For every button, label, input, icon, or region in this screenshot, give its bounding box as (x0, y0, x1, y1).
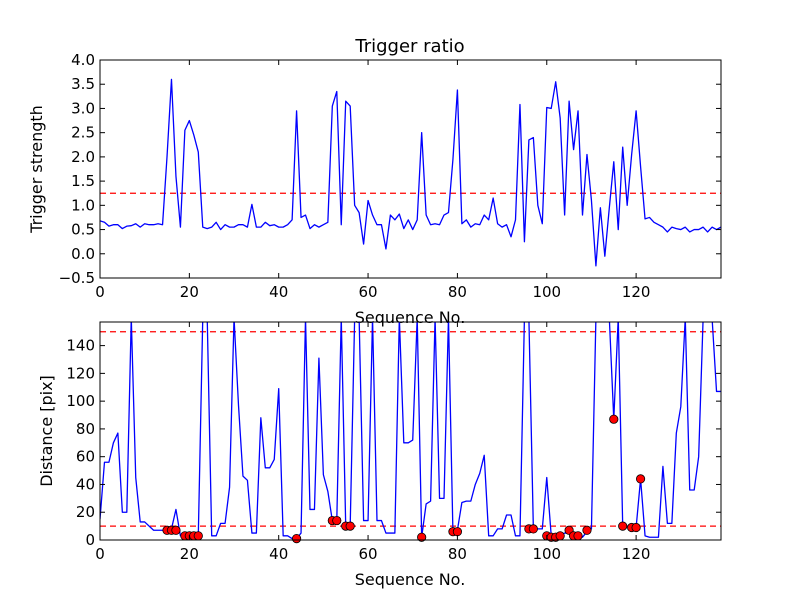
trigger-x-tick-label: 120 (622, 283, 651, 301)
distance-marker-point (417, 532, 427, 542)
distance-marker-point (631, 522, 641, 533)
trigger-x-tick-label: 60 (359, 283, 378, 301)
distance-marker-point (291, 534, 302, 544)
trigger-ratio-panel: Trigger ratio 0 20 40 60 80 100 120 −0.5 0.0 0.5 1… (27, 36, 722, 327)
distance-y-tick-label: 140 (66, 337, 95, 355)
distance-marker-point (582, 525, 592, 535)
trigger-plot-frame (99, 59, 722, 279)
trigger-y-tick-label: 1.5 (71, 172, 95, 190)
distance-marker-point (452, 527, 463, 537)
distance-series-line-0 (100, 322, 721, 540)
trigger-y-tick-label: 4.0 (71, 51, 95, 69)
distance-x-tick-label: 100 (532, 545, 561, 563)
distance-axis-ticks: 0 20 40 60 80 100 120 0 20 40 60 80 100 120 140 (66, 322, 721, 563)
trigger-x-tick-label: 0 (95, 283, 105, 301)
trigger-y-tick-label: 3.5 (71, 75, 95, 93)
distance-marker-point (193, 531, 203, 541)
distance-x-tick-label: 20 (180, 545, 199, 563)
trigger-x-tick-label: 100 (532, 283, 561, 301)
trigger-x-tick-label: 20 (180, 283, 199, 301)
distance-y-tick-label: 20 (76, 503, 95, 521)
distance-y-tick-label: 80 (76, 420, 95, 438)
trigger-y-axis-label: Trigger strength (27, 105, 46, 234)
distance-y-tick-label: 40 (76, 475, 95, 493)
trigger-y-tick-label: 2.5 (71, 124, 95, 142)
distance-marker-point (609, 414, 619, 424)
distance-marker-point (618, 521, 628, 531)
distance-x-tick-label: 120 (622, 545, 651, 563)
trigger-x-tick-label: 80 (448, 283, 467, 301)
distance-x-tick-label: 0 (95, 545, 105, 563)
trigger-series-group (100, 78, 721, 267)
distance-y-tick-label: 60 (76, 448, 95, 466)
distance-marker-point (171, 525, 181, 535)
trigger-y-tick-label: 0.5 (71, 221, 95, 239)
trigger-series-line-0 (100, 78, 721, 267)
distance-x-tick-label: 60 (359, 545, 378, 563)
distance-marker-point (528, 524, 538, 534)
distance-panel: 0 20 40 60 80 100 120 0 20 40 60 80 100 120 140 Sequen… (37, 321, 722, 589)
distance-x-axis-label: Sequence No. (355, 570, 466, 589)
trigger-y-tick-label: −0.5 (59, 269, 95, 287)
trigger-y-tick-label: 2.0 (71, 148, 95, 166)
distance-marker-point (573, 531, 583, 541)
trigger-x-tick-label: 40 (269, 283, 288, 301)
distance-y-tick-label: 0 (85, 531, 95, 549)
distance-y-axis-label: Distance [pix] (37, 375, 56, 487)
distance-plot-area (100, 322, 721, 544)
distance-y-tick-label: 120 (66, 364, 95, 382)
trigger-y-tick-label: 3.0 (71, 99, 95, 117)
distance-series-group (100, 322, 721, 540)
distance-plot-frame (99, 321, 722, 541)
distance-marker-point (345, 521, 355, 531)
distance-marker-point (555, 531, 565, 541)
distance-x-tick-label: 40 (269, 545, 288, 563)
distance-y-tick-label: 100 (66, 392, 95, 410)
trigger-plot-area (100, 78, 721, 267)
trigger-axis-ticks: 0 20 40 60 80 100 120 −0.5 0.0 0.5 1.0 1.5 2.0 2.5 3.0… (59, 51, 721, 301)
trigger-y-tick-label: 1.0 (71, 196, 95, 214)
trigger-y-tick-label: 0.0 (71, 245, 95, 263)
chart-title: Trigger ratio (354, 36, 464, 57)
distance-marker-point (635, 474, 646, 484)
distance-marker-point (332, 515, 342, 526)
distance-x-tick-label: 80 (448, 545, 467, 563)
